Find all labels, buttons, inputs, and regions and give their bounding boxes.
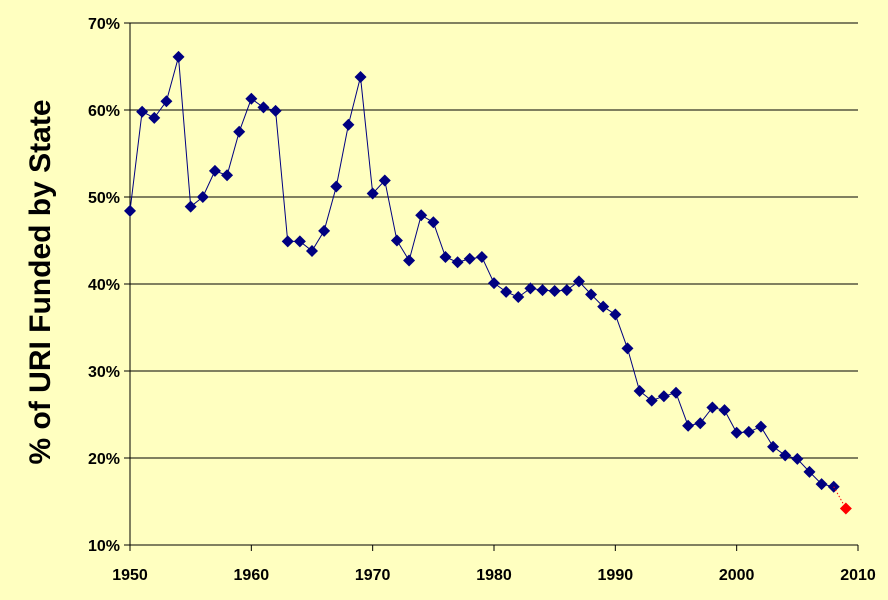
data-point (136, 105, 149, 118)
data-point (342, 118, 355, 131)
data-point (754, 420, 767, 433)
projection-line (833, 486, 847, 509)
data-point (366, 187, 379, 200)
x-tick-label: 2010 (840, 567, 876, 584)
data-point (597, 300, 610, 313)
data-point (657, 390, 670, 403)
data-point (208, 164, 221, 177)
data-point (670, 386, 682, 399)
data-point (645, 394, 658, 407)
y-tick-label: 40% (88, 277, 120, 294)
data-point (403, 254, 416, 267)
y-tick-label: 20% (88, 451, 120, 468)
data-point (451, 256, 464, 269)
data-point (706, 401, 719, 414)
data-point (439, 251, 452, 264)
data-point (160, 95, 173, 108)
x-tick-label: 2000 (719, 567, 755, 584)
x-tick-label: 1950 (112, 567, 148, 584)
data-point (500, 285, 513, 298)
data-point (585, 288, 598, 301)
x-tick-label: 1970 (355, 567, 391, 584)
data-point (257, 101, 270, 114)
data-point (730, 426, 743, 439)
y-tick-label: 70% (88, 16, 120, 33)
data-point (245, 92, 258, 105)
data-point (318, 224, 331, 237)
data-point (196, 191, 209, 203)
data-point (390, 234, 403, 247)
data-point (767, 440, 780, 453)
data-point (609, 308, 622, 321)
data-point (221, 169, 234, 182)
y-tick-label: 10% (88, 538, 120, 555)
data-point (293, 235, 306, 248)
data-point (572, 275, 585, 288)
data-point (694, 417, 707, 430)
data-point (548, 284, 561, 297)
data-point (633, 385, 646, 398)
y-tick-label: 60% (88, 103, 120, 120)
x-tick-label: 1980 (476, 567, 512, 584)
data-point (524, 282, 537, 295)
data-point (815, 478, 828, 491)
x-tick-labels: 1950 1960 1970 1980 1990 2000 2010 (112, 567, 876, 584)
data-point (536, 284, 549, 297)
y-tick-labels: 10% 20% 30% 40% 50% 60% 70% (88, 16, 120, 555)
data-point (281, 235, 294, 248)
data-point (415, 209, 428, 222)
y-tick-label: 50% (88, 190, 120, 207)
data-point (172, 50, 185, 63)
data-point (718, 404, 731, 417)
data-point (354, 70, 367, 83)
data-point (803, 465, 816, 478)
data-point (621, 342, 634, 355)
axes (124, 22, 859, 551)
data-point (463, 252, 476, 265)
data-point (488, 277, 500, 290)
data-point (682, 419, 695, 432)
projection-point (839, 502, 852, 515)
x-tick-label: 1990 (598, 567, 634, 584)
data-point (779, 449, 792, 462)
data-point (148, 111, 161, 124)
data-point (427, 216, 440, 229)
data-point (378, 174, 391, 187)
y-tick-label: 30% (88, 364, 120, 381)
data-point (184, 200, 197, 213)
y-axis-title: % of URI Funded by State (24, 99, 57, 464)
data-point (560, 284, 573, 297)
data-point (330, 180, 343, 193)
data-point (306, 244, 318, 257)
data-point (742, 425, 755, 438)
x-tick-label: 1960 (234, 567, 270, 584)
data-point (269, 104, 282, 117)
series (124, 50, 852, 515)
data-point (791, 452, 804, 465)
data-point (475, 251, 488, 264)
data-point (512, 291, 525, 304)
data-point (124, 204, 136, 217)
data-point (233, 125, 246, 138)
